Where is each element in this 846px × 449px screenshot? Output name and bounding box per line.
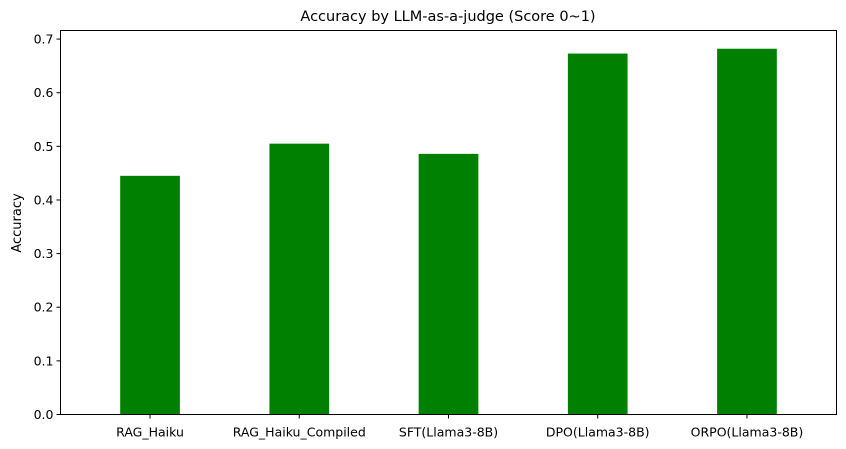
x-tick-label: SFT(Llama3-8B) <box>399 425 498 440</box>
y-tick-label: 0.7 <box>34 32 54 47</box>
y-tick-label: 0.0 <box>34 407 54 422</box>
chart-title: Accuracy by LLM-as-a-judge (Score 0~1) <box>300 9 595 25</box>
y-tick-label: 0.6 <box>34 85 54 100</box>
plot-frame <box>60 30 837 415</box>
bar <box>120 175 180 415</box>
x-tick-label: RAG_Haiku <box>116 425 184 440</box>
bar <box>418 153 479 415</box>
y-tick-label: 0.2 <box>34 300 54 315</box>
bars-group <box>120 48 777 415</box>
y-tick-label: 0.1 <box>34 353 54 368</box>
y-tick-label: 0.3 <box>34 246 54 261</box>
y-axis-ticks: 0.0 0.1 0.2 0.3 0.4 0.5 0.6 0.7 <box>34 32 61 422</box>
bar <box>567 53 628 415</box>
x-tick-label: ORPO(Llama3-8B) <box>691 425 804 440</box>
bar <box>269 143 330 415</box>
x-tick-label: RAG_Haiku_Compiled <box>233 425 366 440</box>
x-tick-label: DPO(Llama3-8B) <box>546 425 650 440</box>
y-tick-label: 0.4 <box>34 192 54 207</box>
x-axis-ticks: RAG_Haiku RAG_Haiku_Compiled SFT(Llama3-8B… <box>116 414 804 440</box>
bar <box>717 48 777 415</box>
y-axis-label: Accuracy <box>10 193 25 253</box>
y-tick-label: 0.5 <box>34 139 54 154</box>
